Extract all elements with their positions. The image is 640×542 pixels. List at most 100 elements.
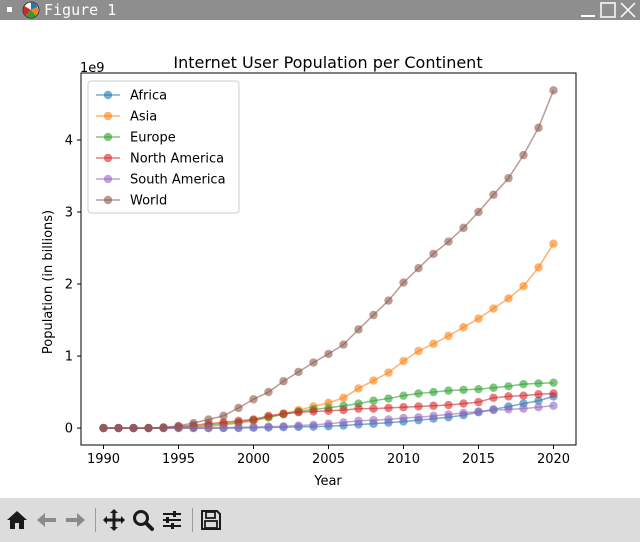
legend-label: World [130,194,167,209]
legend-item: North America [96,152,224,167]
pan-icon[interactable] [102,508,126,532]
data-point [294,421,303,430]
data-point [549,401,558,410]
data-point [504,173,513,183]
back-icon[interactable] [35,508,59,532]
x-tick-label: 2010 [387,452,420,467]
data-point [414,402,423,411]
data-point [324,406,333,415]
window-menu-icon[interactable] [7,7,12,12]
data-point [279,409,288,418]
x-tick-label: 2020 [537,452,570,467]
data-point [429,411,438,421]
data-point [399,278,408,287]
minimize-icon[interactable] [579,1,597,19]
data-point [384,296,393,305]
toolbar-separator [192,508,193,532]
zoom-icon[interactable] [131,508,155,532]
data-point [504,382,513,391]
forward-icon[interactable] [63,508,87,532]
configure-subplots-icon[interactable] [160,508,184,532]
data-point [459,323,468,332]
data-point [489,190,498,199]
data-point [99,423,108,433]
data-point [264,411,273,421]
data-point [339,393,348,403]
data-point [384,403,393,413]
data-point [519,281,528,291]
data-point [189,418,198,428]
data-point [429,401,438,410]
data-point [429,387,438,397]
data-point [129,423,138,433]
data-point [324,419,333,428]
toolbar-separator [95,508,96,532]
data-point [339,418,348,427]
legend-label: North America [130,152,224,167]
data-point [249,415,258,424]
data-point [219,411,228,421]
y-axis-label: Population (in billions) [41,210,56,354]
figure-canvas[interactable]: Internet User Population per Continent 1… [0,20,640,498]
legend-item: World [96,194,167,209]
data-point [204,415,213,424]
close-icon[interactable] [619,1,637,19]
data-point [459,223,468,233]
data-point [354,404,363,413]
series-asia [99,239,558,433]
data-point [534,123,543,132]
legend-marker [103,132,113,142]
y-tick-label: 4 [65,133,73,148]
data-point [279,422,288,431]
chart-title: Internet User Population per Continent [173,53,482,72]
data-point [549,239,558,248]
navigation-toolbar [0,498,640,542]
data-point [414,413,423,422]
data-point [309,420,318,430]
window-titlebar: Figure 1 [0,0,640,20]
data-point [354,416,363,426]
data-point [234,403,243,413]
data-point [339,340,348,349]
data-point [384,415,393,424]
data-point [294,408,303,417]
data-point [504,392,513,401]
x-tick-label: 1995 [162,452,195,467]
data-point [489,393,498,403]
legend-marker [103,111,113,121]
data-point [354,325,363,334]
data-point [549,86,558,95]
data-point [384,394,393,403]
data-point [474,384,483,394]
data-point [504,405,513,414]
data-point [399,356,408,366]
x-axis-label: Year [313,474,342,489]
data-point [249,422,258,432]
data-point [369,404,378,413]
legend-marker [103,195,113,205]
data-point [339,405,348,415]
matplotlib-logo-icon [22,1,40,19]
data-point [414,346,423,356]
home-icon[interactable] [5,508,29,532]
legend-label: Asia [130,110,157,125]
data-point [534,402,543,412]
data-point [234,416,243,426]
axes-frame [80,72,577,446]
data-point [489,383,498,392]
y-axis-offset-text: 1e9 [80,61,105,76]
data-point [399,402,408,412]
save-icon[interactable] [199,508,223,532]
data-point [534,263,543,272]
data-point [174,421,183,431]
data-point [429,339,438,349]
maximize-icon[interactable] [599,1,617,19]
data-point [459,408,468,418]
y-tick-label: 1 [65,350,73,365]
data-point [489,405,498,415]
data-point [534,390,543,399]
legend-label: South America [130,173,226,188]
data-point [309,358,318,367]
data-point [369,415,378,425]
data-point [519,150,528,160]
